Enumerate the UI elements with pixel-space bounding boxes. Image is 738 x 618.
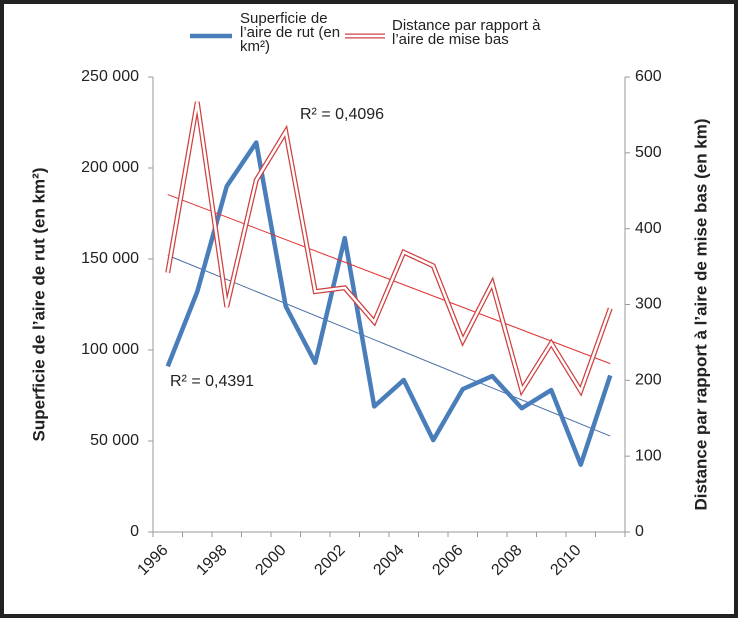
y2-tick-label: 0 [635, 523, 644, 540]
legend-label: Distance par rapport à l’aire de mise ba… [392, 17, 541, 48]
trend-line [167, 254, 611, 437]
x-tick-label: 2008 [488, 542, 525, 579]
series-line [165, 140, 613, 467]
y-tick-label: 150 000 [81, 250, 139, 267]
legend-label: Superficie de l’aire de rut (en km²) [240, 10, 341, 55]
x-tick-label: 1996 [134, 542, 171, 579]
x-tick-label: 2004 [370, 542, 407, 579]
series-line-inner [166, 101, 612, 394]
y2-tick-label: 300 [635, 296, 662, 313]
r2-label: R² = 0,4391 [170, 373, 254, 390]
r2-label: R² = 0,4096 [300, 106, 384, 123]
y2-axis-title: Distance par rapport à l’aire de mise ba… [691, 118, 710, 510]
y-tick-label: 200 000 [81, 159, 139, 176]
x-tick-label: 2010 [547, 542, 584, 579]
y-tick-label: 50 000 [90, 432, 139, 449]
x-tick-label: 2002 [311, 542, 348, 579]
y2-tick-label: 100 [635, 447, 662, 464]
y2-tick-label: 500 [635, 144, 662, 161]
series-line [165, 101, 613, 397]
x-tick-label: 2000 [252, 542, 289, 579]
trend-line [167, 194, 611, 365]
y2-tick-label: 400 [635, 220, 662, 237]
y-axis-title: Superficie de l’aire de rut (en km²) [29, 168, 48, 442]
x-tick-label: 1998 [193, 542, 230, 579]
x-tick-label: 2006 [429, 542, 466, 579]
y-tick-label: 250 000 [81, 68, 139, 85]
y2-tick-label: 200 [635, 372, 662, 389]
y-tick-label: 100 000 [81, 341, 139, 358]
y2-tick-label: 600 [635, 68, 662, 85]
y-tick-label: 0 [130, 523, 139, 540]
